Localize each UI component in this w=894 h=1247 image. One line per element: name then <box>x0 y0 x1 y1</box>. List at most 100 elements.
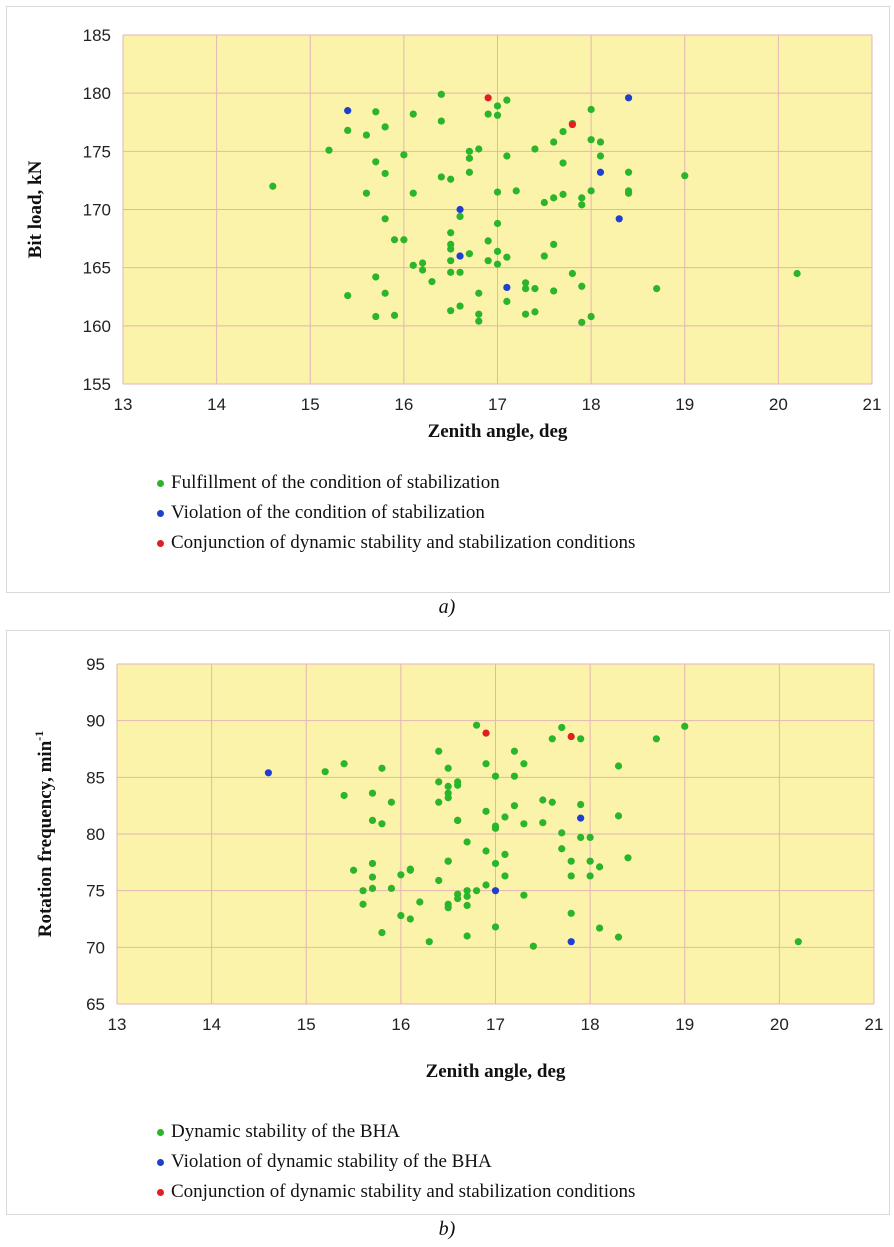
data-point <box>482 807 490 815</box>
x-tick-label: 15 <box>301 395 320 414</box>
data-point <box>465 168 474 176</box>
x-tick-label: 17 <box>488 395 507 414</box>
data-point <box>587 105 595 114</box>
data-point <box>493 111 502 119</box>
y-tick-label: 65 <box>86 995 105 1014</box>
data-point <box>539 796 547 804</box>
data-point <box>340 791 348 800</box>
data-point <box>596 168 605 176</box>
data-point <box>372 108 380 116</box>
data-point <box>493 260 502 268</box>
data-point <box>491 772 500 780</box>
y-tick-label: 170 <box>83 201 111 220</box>
data-point <box>390 236 399 244</box>
data-point <box>587 312 595 321</box>
data-point <box>400 151 408 159</box>
data-point <box>577 833 585 841</box>
y-axis-title-superscript: -1 <box>32 731 46 741</box>
data-point <box>558 829 566 837</box>
x-tick-label: 14 <box>202 1015 221 1034</box>
data-point <box>465 250 474 258</box>
data-point <box>624 189 633 197</box>
x-tick-label: 20 <box>770 1015 789 1034</box>
x-axis-title: Zenith angle, deg <box>428 421 568 442</box>
data-point <box>548 735 556 743</box>
legend-item-conjunction: Conjunction of dynamic stability and sta… <box>157 528 635 558</box>
data-point <box>456 252 464 260</box>
data-point <box>568 269 577 278</box>
data-point <box>539 819 547 827</box>
data-point <box>406 915 414 923</box>
data-point <box>559 127 567 136</box>
data-point <box>456 268 464 276</box>
data-point <box>586 872 594 880</box>
data-point <box>406 865 414 873</box>
data-point <box>482 881 490 889</box>
x-axis-title: Zenith angle, deg <box>426 1061 566 1082</box>
data-point <box>456 212 464 221</box>
data-point <box>503 96 511 104</box>
data-point <box>435 798 443 806</box>
data-point <box>381 289 389 297</box>
data-point <box>419 266 427 274</box>
data-point <box>321 768 329 776</box>
data-point <box>512 187 520 195</box>
x-tick-label: 16 <box>391 1015 410 1034</box>
data-point <box>444 904 452 912</box>
data-point <box>378 820 386 828</box>
data-point <box>493 188 502 196</box>
data-point <box>550 287 558 295</box>
data-point <box>520 760 528 768</box>
y-tick-label: 85 <box>86 768 105 787</box>
y-tick-label: 90 <box>86 712 105 731</box>
data-point <box>444 782 452 790</box>
legend-a: Fulfillment of the condition of stabiliz… <box>157 468 635 558</box>
data-point <box>349 866 358 874</box>
legend-label: Dynamic stability of the BHA <box>171 1121 401 1142</box>
data-point <box>501 813 509 821</box>
legend-marker-red <box>157 1188 164 1196</box>
data-point <box>409 189 417 197</box>
legend-marker-green <box>157 1128 164 1136</box>
data-point <box>484 94 492 102</box>
x-tick-label: 17 <box>486 1015 505 1034</box>
data-point <box>482 729 490 737</box>
data-point <box>447 175 455 183</box>
data-point <box>465 154 474 162</box>
data-point <box>447 229 455 237</box>
data-point <box>614 812 623 820</box>
data-point <box>491 822 500 830</box>
chart-panel-a: 13 14 15 16 17 18 19 20 21 155 160 165 170 175 180 185 Z… <box>6 6 890 593</box>
data-point <box>653 285 661 293</box>
data-point <box>501 872 509 880</box>
data-point <box>444 857 452 865</box>
data-point <box>344 107 352 115</box>
x-tick-label: 15 <box>297 1015 316 1034</box>
data-point <box>484 237 492 245</box>
data-point <box>475 310 483 318</box>
data-point <box>624 168 633 176</box>
data-point <box>520 820 528 828</box>
data-point <box>521 310 530 318</box>
data-point <box>387 884 396 892</box>
data-point <box>587 136 595 144</box>
data-point <box>568 120 577 129</box>
data-point <box>447 257 455 265</box>
data-point <box>578 318 586 326</box>
data-point <box>447 268 455 276</box>
data-point <box>340 760 348 768</box>
data-point <box>550 138 558 146</box>
data-point <box>484 257 492 265</box>
y-tick-label: 175 <box>83 142 111 161</box>
data-point <box>397 871 405 879</box>
data-point <box>578 201 586 209</box>
x-tick-label: 13 <box>108 1015 127 1034</box>
data-point <box>503 152 511 160</box>
x-tick-label: 14 <box>207 395 226 414</box>
data-point <box>435 876 443 885</box>
data-point <box>381 169 389 178</box>
data-point <box>463 901 471 909</box>
data-point <box>491 887 500 895</box>
data-point <box>454 895 462 903</box>
y-tick-label: 155 <box>83 375 111 394</box>
